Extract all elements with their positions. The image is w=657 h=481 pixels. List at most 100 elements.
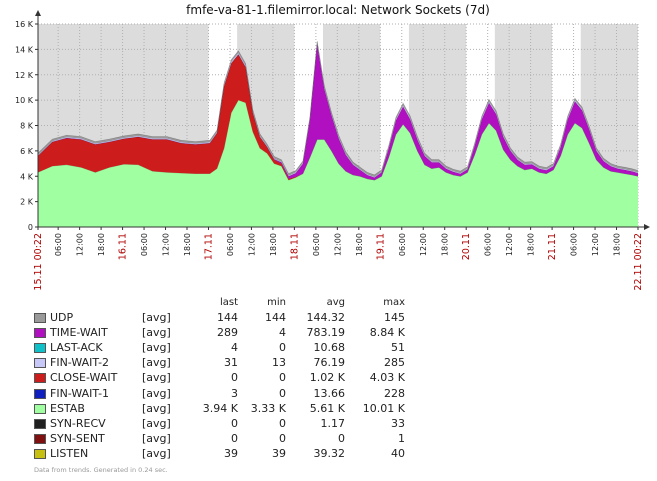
- x-date-label: 17.11: [203, 233, 214, 260]
- footer-note: Data from trends. Generated in 0.24 sec.: [34, 466, 168, 474]
- x-time-label: 12:00: [247, 233, 256, 256]
- legend-swatch: [34, 433, 46, 444]
- chart-title: fmfe-va-81-1.filemirror.local: Network S…: [186, 3, 490, 17]
- legend-aggregate: [avg]: [142, 386, 171, 400]
- legend-swatch: [34, 403, 46, 414]
- x-time-label: 12:00: [333, 233, 342, 256]
- legend-series: FIN-WAIT-1: [34, 385, 142, 400]
- legend-avg: 1.17: [320, 416, 346, 430]
- x-time-label: 06:00: [312, 233, 321, 256]
- legend-max: 33: [391, 416, 405, 430]
- legend-avg: 0: [338, 431, 345, 445]
- x-time-label: 06:00: [140, 233, 149, 256]
- legend-max: 4.03 K: [369, 371, 405, 385]
- area-estab: [38, 100, 638, 227]
- legend-aggregate: [avg]: [142, 431, 171, 445]
- legend-min: 144: [265, 311, 286, 325]
- legend-aggregate: [avg]: [142, 341, 171, 355]
- legend-series-name: SYN-SENT: [50, 431, 105, 445]
- legend-series: TIME-WAIT: [34, 325, 142, 340]
- legend-max: 1: [398, 431, 405, 445]
- x-time-label: 18:00: [527, 233, 536, 256]
- legend-series-name: SYN-RECV: [50, 416, 106, 430]
- legend-series-name: LISTEN: [50, 446, 89, 460]
- legend-series: FIN-WAIT-2: [34, 355, 142, 370]
- x-time-label: 12:00: [162, 233, 171, 256]
- y-tick-label: 14 K: [15, 45, 34, 54]
- legend-max: 285: [384, 356, 405, 370]
- legend-swatch: [34, 418, 46, 429]
- legend-row-syn-sent: SYN-SENT [avg] 0 0 0 1: [34, 431, 405, 446]
- legend-header-row: last min avg max: [34, 295, 405, 310]
- legend-swatch: [34, 328, 46, 339]
- x-date-label: 21.11: [547, 233, 558, 260]
- legend-last: 3: [231, 386, 238, 400]
- legend-series: SYN-SENT: [34, 431, 142, 446]
- x-axis-arrow: [644, 224, 650, 230]
- legend-row-last-ack: LAST-ACK [avg] 4 0 10.68 51: [34, 340, 405, 355]
- legend-last: 31: [224, 356, 238, 370]
- legend-series-name: UDP: [50, 311, 74, 325]
- legend-aggregate: [avg]: [142, 401, 171, 415]
- x-time-label: 12:00: [505, 233, 514, 256]
- x-time-label: 06:00: [226, 233, 235, 256]
- legend-series-name: ESTAB: [50, 401, 85, 415]
- x-time-label: 12:00: [419, 233, 428, 256]
- legend-max: 51: [391, 341, 405, 355]
- x-time-label: 06:00: [570, 233, 579, 256]
- y-tick-label: 8 K: [20, 122, 34, 131]
- legend-series: UDP: [34, 310, 142, 325]
- legend-max: 40: [391, 446, 405, 460]
- legend-min: 39: [272, 446, 286, 460]
- x-time-label: 18:00: [355, 233, 364, 256]
- legend-avg: 1.02 K: [309, 371, 345, 385]
- legend-table: last min avg max UDP [avg] 144 144 144.32 145…: [34, 295, 405, 461]
- legend-series-name: FIN-WAIT-1: [50, 386, 110, 400]
- legend-last: 4: [231, 341, 238, 355]
- legend-swatch: [34, 388, 46, 399]
- y-tick-label: 6 K: [20, 147, 34, 156]
- legend-swatch: [34, 373, 46, 384]
- legend-series-name: LAST-ACK: [50, 341, 103, 355]
- x-time-label: 12:00: [76, 233, 85, 256]
- legend-series: SYN-RECV: [34, 416, 142, 431]
- legend-aggregate: [avg]: [142, 371, 171, 385]
- legend-max: 145: [384, 311, 405, 325]
- legend-min: 4: [279, 326, 286, 340]
- x-date-label: 20.11: [461, 233, 472, 260]
- area-edge-udp: [37, 40, 639, 176]
- legend-min: 0: [279, 371, 286, 385]
- legend-series: CLOSE-WAIT: [34, 370, 142, 385]
- y-tick-label: 4 K: [20, 172, 34, 181]
- legend-avg: 76.19: [313, 356, 346, 370]
- legend-max: 8.84 K: [369, 326, 405, 340]
- legend-min: 0: [279, 416, 286, 430]
- chart: fmfe-va-81-1.filemirror.local: Network S…: [15, 3, 650, 291]
- legend-row-estab: ESTAB [avg] 3.94 K 3.33 K 5.61 K 10.01 K: [34, 401, 405, 416]
- legend-avg: 10.68: [313, 341, 346, 355]
- area-close-wait: [38, 54, 638, 181]
- x-date-label: 22.11 00:22: [633, 233, 644, 291]
- legend-max: 10.01 K: [362, 401, 405, 415]
- legend-series: LISTEN: [34, 446, 142, 461]
- x-time-label: 06:00: [54, 233, 63, 256]
- legend-swatch: [34, 313, 46, 324]
- area-time-wait: [38, 44, 638, 181]
- legend-last: 3.94 K: [202, 401, 238, 415]
- legend-last: 144: [217, 311, 238, 325]
- legend-series: ESTAB: [34, 401, 142, 416]
- legend-aggregate: [avg]: [142, 326, 171, 340]
- legend-header-avg: avg: [326, 296, 345, 308]
- legend-avg: 5.61 K: [309, 401, 345, 415]
- legend-series-name: TIME-WAIT: [50, 326, 108, 340]
- legend-min: 0: [279, 386, 286, 400]
- legend-min: 13: [272, 356, 286, 370]
- x-date-label: 16.11: [118, 233, 129, 260]
- x-time-label: 18:00: [183, 233, 192, 256]
- legend-last: 0: [231, 416, 238, 430]
- x-date-label: 15.11 00:22: [33, 233, 44, 291]
- legend-avg: 13.66: [313, 386, 346, 400]
- legend-header-last: last: [219, 296, 238, 308]
- x-time-label: 18:00: [97, 233, 106, 256]
- x-time-label: 18:00: [441, 233, 450, 256]
